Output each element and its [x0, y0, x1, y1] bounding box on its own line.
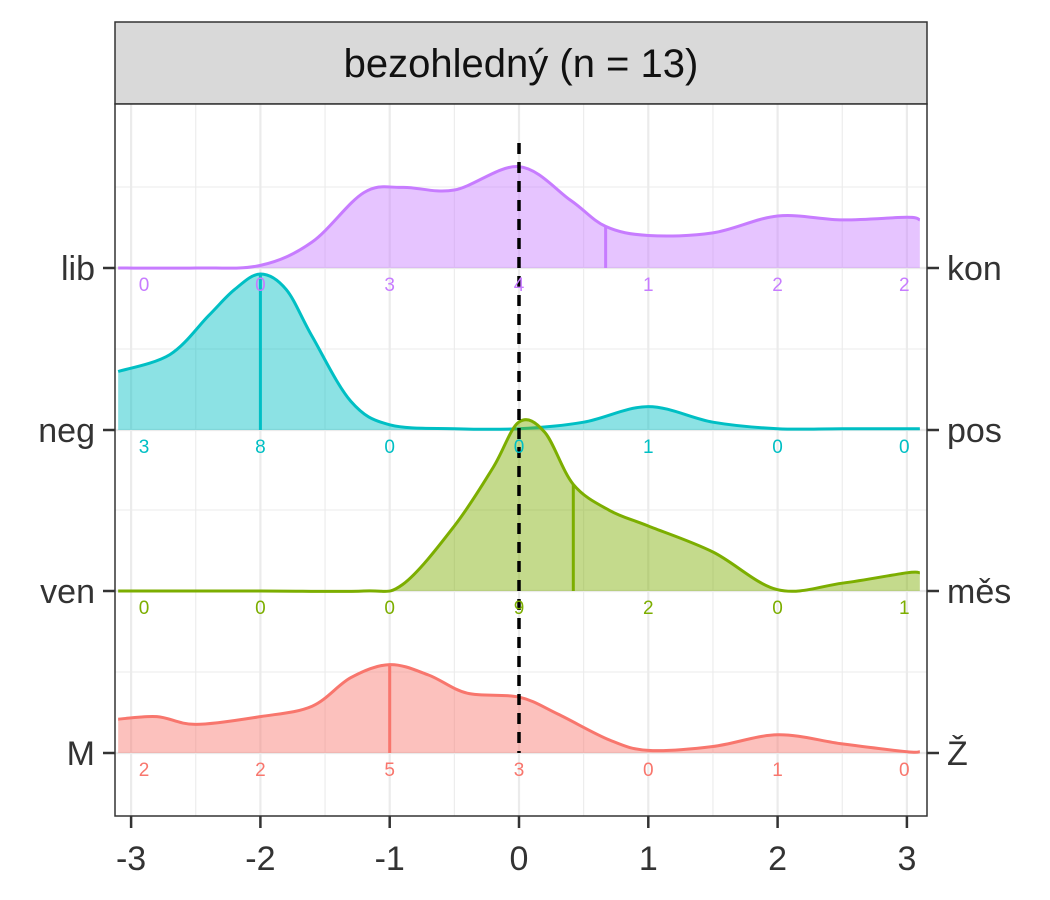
count-label: 2 — [899, 275, 910, 296]
count-label: 0 — [255, 598, 266, 619]
x-axis: -3 -2 -1 0 1 2 3 — [116, 816, 916, 878]
density-area — [118, 166, 920, 269]
density-line — [118, 663, 920, 754]
y-axis-left: lib neg ven M — [38, 250, 115, 773]
count-label: 2 — [772, 275, 783, 296]
count-label: 0 — [139, 598, 150, 619]
x-tick-label: 0 — [510, 840, 529, 878]
y-axis-right: kon pos měs Ž — [927, 250, 1011, 773]
x-tick-label: 2 — [768, 840, 787, 878]
density-line — [118, 165, 921, 270]
density-line — [118, 418, 920, 593]
count-label: 0 — [899, 760, 910, 781]
y-label-left: ven — [40, 573, 95, 611]
count-label: 2 — [139, 760, 150, 781]
count-label: 1 — [643, 437, 654, 458]
facet-strip: bezohledný (n = 13) — [114, 21, 928, 105]
count-label: 3 — [384, 275, 395, 296]
ridge-M-Ž — [118, 663, 920, 754]
count-label: 1 — [772, 760, 783, 781]
count-label: 0 — [772, 437, 783, 458]
count-label: 0 — [384, 437, 395, 458]
count-label: 0 — [255, 275, 266, 296]
count-label: 0 — [643, 760, 654, 781]
count-label: 2 — [643, 598, 654, 619]
count-label: 4 — [514, 275, 525, 296]
count-label: 0 — [899, 437, 910, 458]
y-label-left: lib — [61, 250, 95, 288]
x-tick-label: 3 — [897, 840, 916, 878]
count-label: 2 — [255, 760, 266, 781]
x-tick-label: 1 — [639, 840, 658, 878]
ridge-neg-pos — [117, 272, 920, 431]
count-label: 5 — [384, 760, 395, 781]
count-label: 9 — [514, 598, 525, 619]
ridge-lib-kon — [118, 165, 921, 270]
facet-strip-box — [114, 21, 928, 105]
x-tick-label: -3 — [116, 840, 146, 878]
y-label-right: Ž — [947, 735, 968, 773]
count-label: 3 — [514, 760, 525, 781]
count-label: 1 — [643, 275, 654, 296]
count-label: 0 — [514, 437, 525, 458]
x-tick-label: -2 — [245, 840, 275, 878]
count-label: 0 — [384, 598, 395, 619]
count-label: 0 — [772, 598, 783, 619]
y-label-left: neg — [38, 412, 95, 450]
density-line — [117, 272, 920, 431]
y-label-left: M — [67, 735, 95, 773]
count-label: 1 — [899, 598, 910, 619]
panel-border — [114, 103, 928, 817]
count-label: 0 — [139, 275, 150, 296]
y-label-right: měs — [947, 573, 1011, 611]
count-labels: 0 0 3 4 1 2 2 3 8 0 0 1 0 0 0 0 0 9 2 0 1 2 2 5 3 0 1 0 — [139, 275, 910, 781]
count-label: 3 — [139, 437, 150, 458]
count-label: 8 — [255, 437, 266, 458]
density-area — [118, 664, 920, 753]
x-tick-label: -1 — [375, 840, 405, 878]
facet-title: bezohledný (n = 13) — [344, 42, 699, 86]
y-label-right: pos — [947, 412, 1002, 450]
y-label-right: kon — [947, 250, 1002, 288]
density-area — [118, 274, 920, 430]
